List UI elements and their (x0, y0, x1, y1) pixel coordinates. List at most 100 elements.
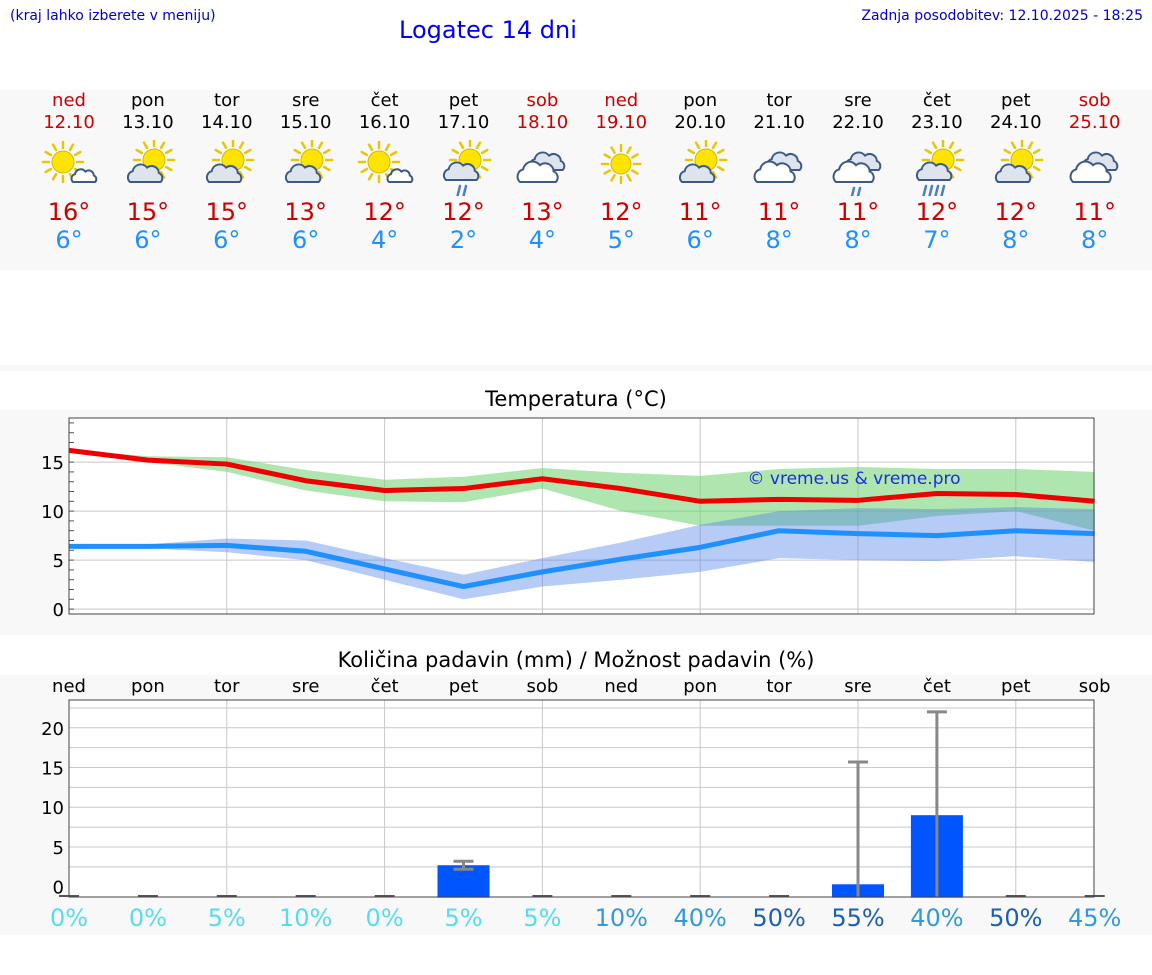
precipitation-day-label: sre (291, 676, 320, 697)
day-column: sob 18.10 13° 4° (502, 90, 582, 254)
precipitation-plot-frame (68, 699, 1095, 898)
day-date: 14.10 (201, 112, 253, 133)
y-tick-label: 15 (41, 759, 64, 780)
day-date: 18.10 (516, 112, 569, 133)
precipitation-probability: 50% (989, 904, 1043, 932)
day-column: čet 16.10 12° 4° (345, 90, 425, 254)
precipitation-probability: 50% (752, 904, 806, 932)
min-temperature: 8° (844, 226, 872, 254)
sun-cloud-icon (357, 140, 413, 184)
partly-cloudy-icon (126, 140, 176, 183)
cloudy-light-rain-icon (832, 151, 882, 196)
partly-cloudy-icon (994, 140, 1044, 183)
precipitation-day-label: pet (448, 676, 479, 697)
precipitation-probability: 5% (444, 904, 483, 932)
partly-cloudy-icon (205, 140, 255, 183)
day-date: 19.10 (595, 112, 648, 133)
day-column: tor 14.10 15° 6° (187, 90, 267, 254)
max-temperature: 13° (521, 198, 564, 226)
y-tick-label: 20 (41, 719, 64, 740)
precipitation-day-labels: ned pon tor sre čet pet sob ned pon tor sre čet pet s… (0, 676, 1152, 698)
precipitation-chart: 0 5 10 15 20 (41, 699, 1105, 899)
precipitation-probability: 10% (279, 904, 333, 932)
max-temperature: 16° (47, 198, 91, 226)
cloudy-icon (516, 151, 566, 183)
min-temperature: 6° (134, 226, 162, 254)
max-temperature: 11° (1073, 198, 1116, 226)
precipitation-probability: 40% (673, 904, 727, 932)
divider (0, 365, 1152, 371)
day-column: ned 19.10 12° 5° (581, 90, 661, 254)
day-column: sre 22.10 11° 8° (818, 90, 898, 254)
precipitation-probability: 0% (128, 904, 167, 932)
day-date: 23.10 (911, 112, 963, 133)
precipitation-probability: 0% (49, 904, 89, 932)
day-column: sob 25.10 11° 8° (1055, 90, 1135, 254)
precipitation-probability: 40% (910, 904, 964, 932)
partly-cloudy-light-rain-icon (442, 140, 491, 196)
max-temperature-range-band (69, 449, 1095, 531)
precipitation-day-label: čet (922, 676, 951, 697)
day-column: tor 21.10 11° 8° (739, 90, 819, 254)
day-column: sre 15.10 13° 6° (266, 90, 346, 254)
day-name: pet (448, 90, 479, 111)
day-date: 17.10 (437, 112, 490, 133)
temperature-chart: 0 5 10 15 © vreme.us & vreme.pro (41, 417, 1095, 621)
min-temperature: 2° (449, 226, 478, 254)
precipitation-day-label: sre (844, 676, 872, 697)
min-temperature: 7° (923, 226, 951, 254)
min-temperature: 8° (765, 226, 793, 254)
min-temperature: 6° (213, 226, 241, 254)
precipitation-day-label: pon (683, 676, 718, 697)
day-name: čet (370, 90, 399, 111)
min-temperature: 6° (55, 226, 83, 254)
watermark: © vreme.us & vreme.pro (747, 469, 960, 489)
max-temperature: 11° (836, 198, 880, 226)
day-name: tor (766, 90, 792, 111)
precipitation-day-label: tor (214, 676, 240, 697)
y-tick-label: 0 (53, 878, 64, 899)
last-updated: Zadnja posodobitev: 12.10.2025 - 18:25 (861, 8, 1143, 24)
min-temperature: 5° (607, 226, 635, 254)
day-name: sre (844, 90, 872, 111)
day-column: ned 12.10 16° 6° (29, 90, 109, 254)
min-temperature-line (69, 528, 1095, 590)
y-tick-label: 10 (41, 798, 64, 819)
sunny-icon (601, 143, 642, 185)
min-temperature: 4° (370, 226, 399, 254)
day-date: 15.10 (279, 112, 332, 133)
partly-cloudy-icon (679, 140, 728, 183)
min-temperature: 4° (528, 226, 557, 254)
cloudy-icon (753, 151, 803, 183)
min-temperature-range-band (69, 507, 1095, 600)
y-tick-label: 0 (53, 600, 64, 621)
day-name: sob (526, 90, 559, 111)
day-date: 16.10 (358, 112, 411, 133)
day-date: 20.10 (674, 112, 726, 133)
location-hint: (kraj lahko izberete v meniju) (10, 8, 216, 24)
precipitation-probability: 5% (523, 904, 562, 932)
max-temperature: 15° (126, 198, 170, 226)
max-temperature: 12° (363, 198, 406, 226)
day-name: tor (214, 90, 240, 111)
y-tick-label: 15 (41, 453, 64, 474)
precipitation-day-label: sob (1078, 676, 1111, 697)
min-temperature: 6° (292, 226, 320, 254)
day-date: 12.10 (43, 112, 95, 133)
day-name: čet (922, 90, 951, 111)
day-date: 24.10 (990, 112, 1042, 133)
precipitation-day-label: ned (604, 676, 639, 697)
day-name: pon (130, 90, 165, 111)
day-column: pon 13.10 15° 6° (108, 90, 188, 254)
y-tick-label: 5 (53, 838, 64, 859)
day-date: 21.10 (753, 112, 805, 133)
precipitation-probability: 5% (207, 904, 246, 932)
max-temperature: 12° (600, 198, 643, 226)
day-name: sre (291, 90, 320, 111)
precipitation-day-label: čet (370, 676, 399, 697)
day-column: pon 20.10 11° 6° (660, 90, 740, 254)
precipitation-day-label: sob (526, 676, 559, 697)
precipitation-day-label: tor (766, 676, 792, 697)
day-column: pet 17.10 12° 2° (424, 90, 504, 254)
precipitation-probability: 45% (1068, 904, 1122, 932)
